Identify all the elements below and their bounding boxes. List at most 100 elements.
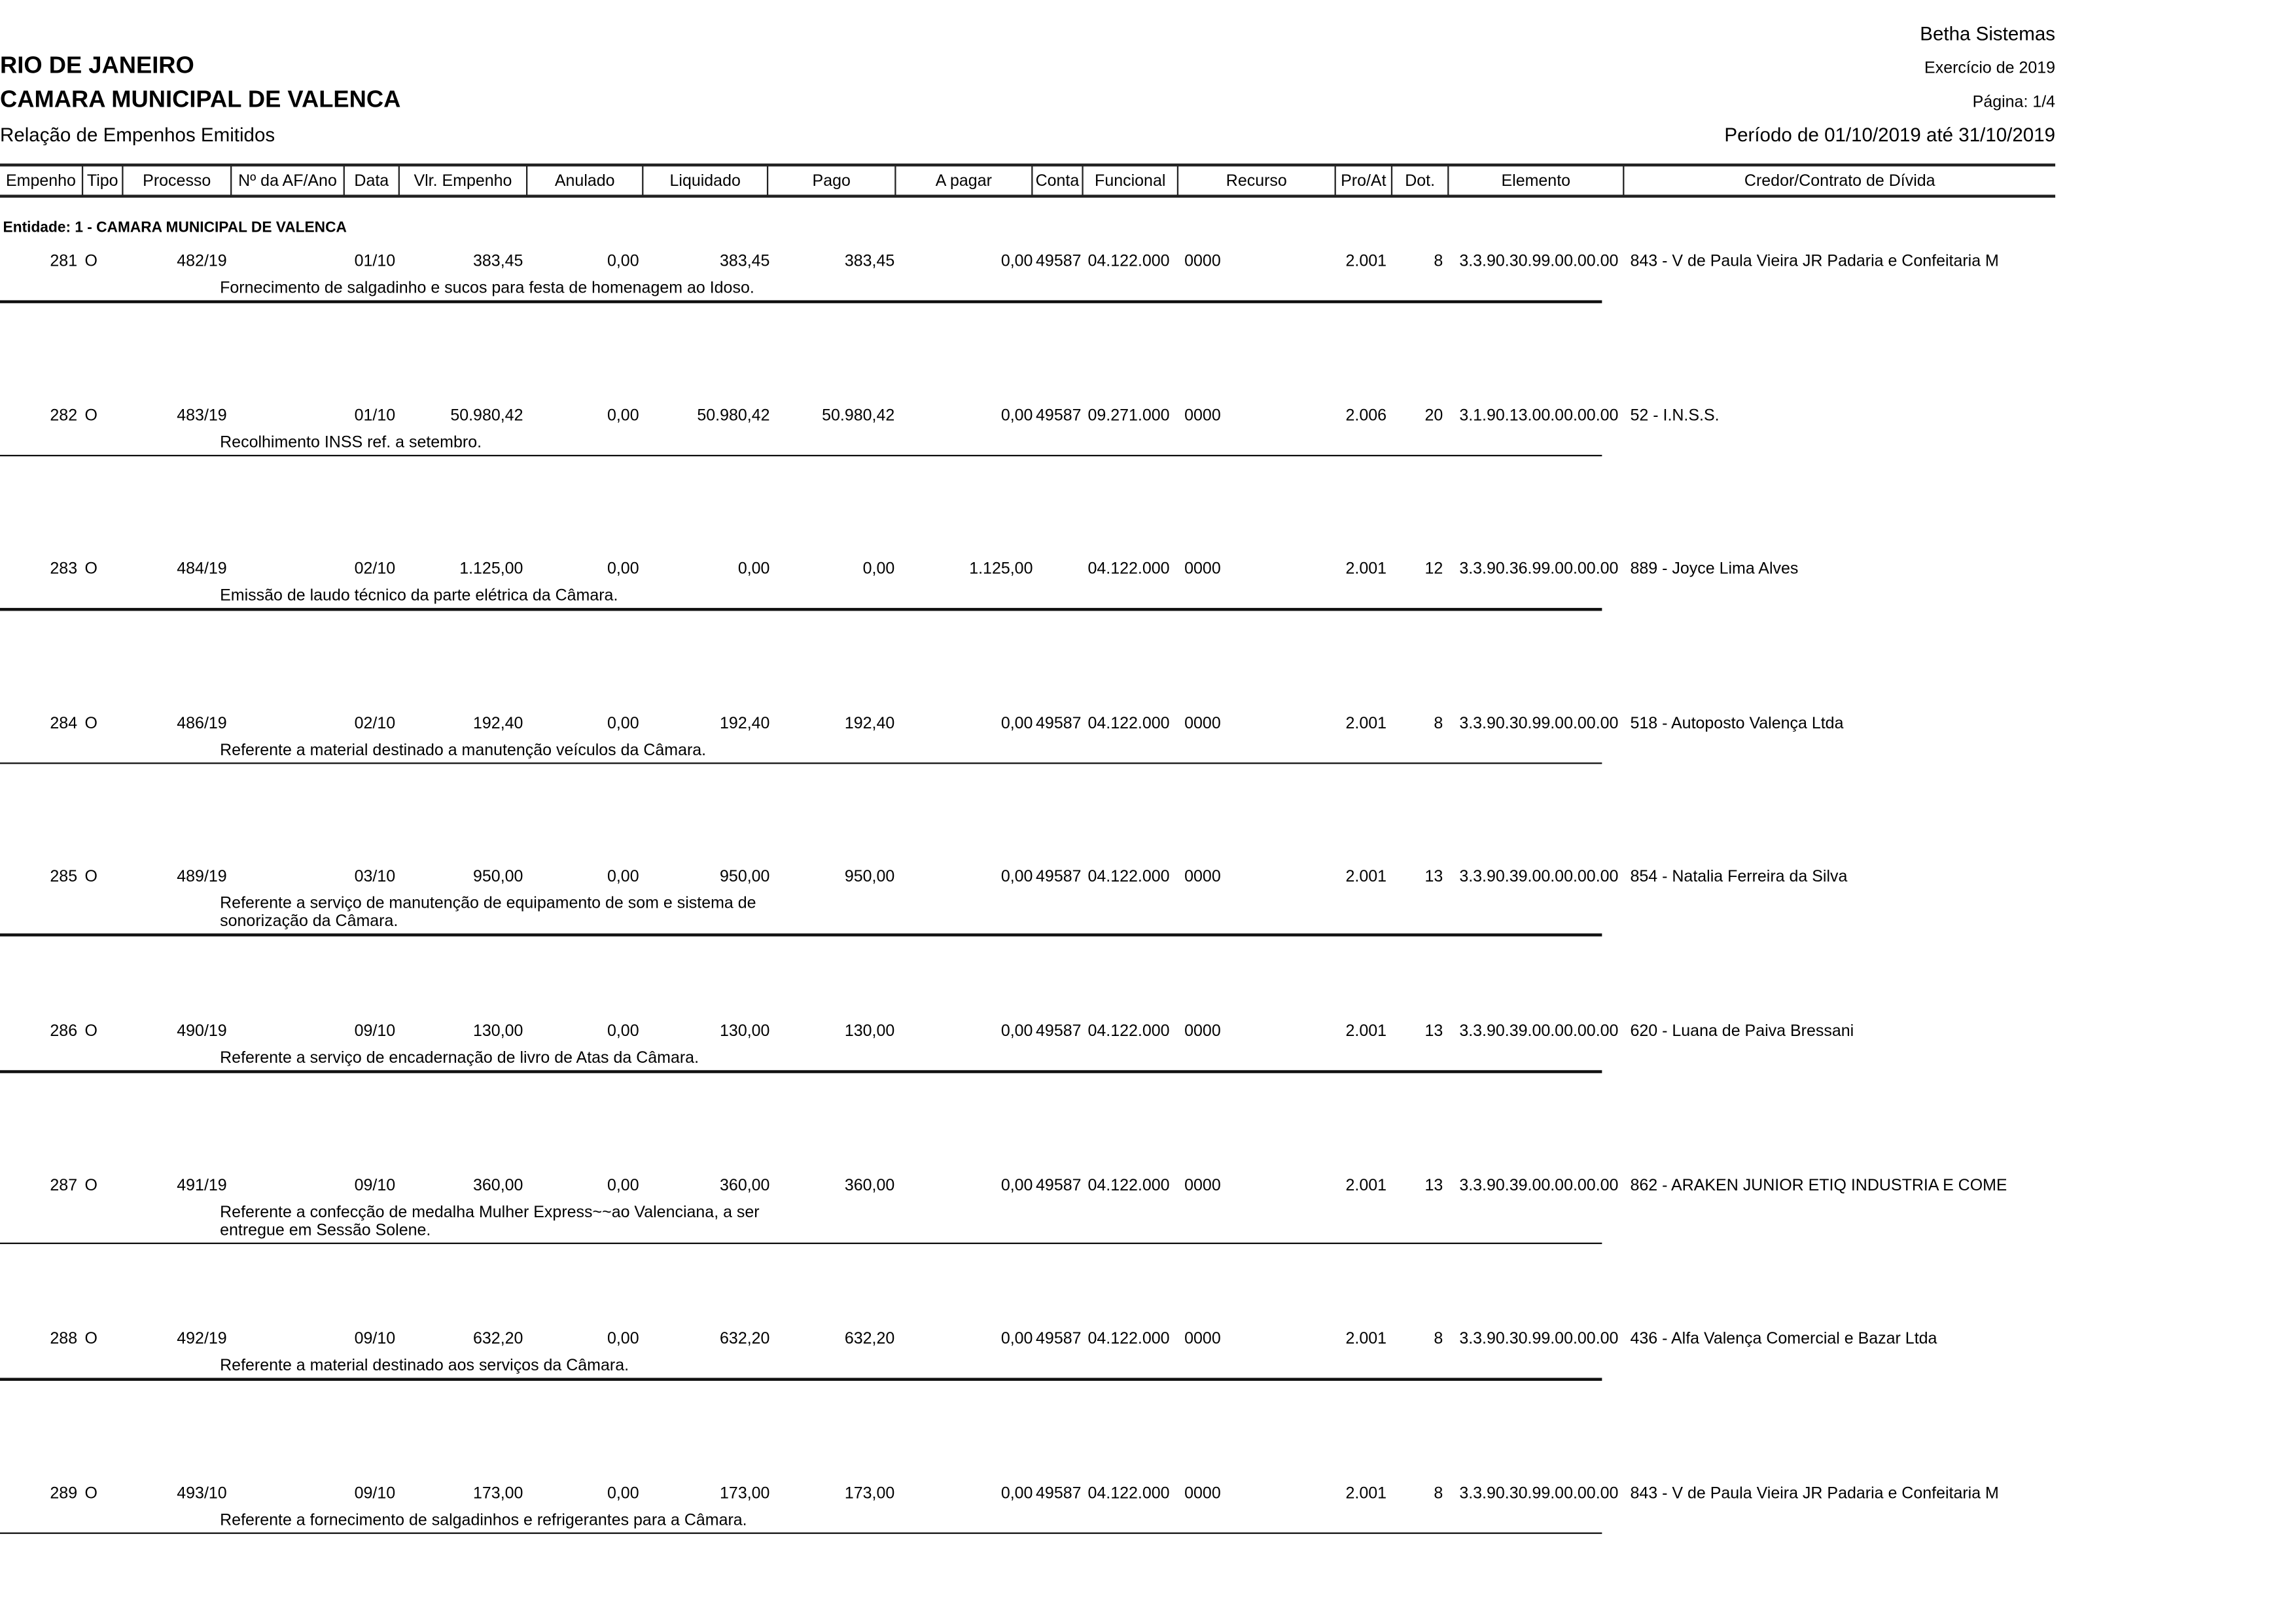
cell-conta: 49587 xyxy=(1036,1484,1082,1503)
cell-recurso: 0000 xyxy=(1184,868,1221,887)
row-separator xyxy=(0,1070,1602,1073)
cell-tipo: O xyxy=(84,560,97,579)
column-header: Pro/At xyxy=(1334,165,1391,196)
row-separator xyxy=(0,934,1602,936)
cell-proat: 2.001 xyxy=(1345,714,1387,733)
cell-credor: 843 - V de Paula Vieira JR Padaria e Con… xyxy=(1630,1484,1999,1503)
period-label: Período de 01/10/2019 até 31/10/2019 xyxy=(1724,123,2056,146)
row-separator xyxy=(0,608,1602,611)
cell-anulado: 0,00 xyxy=(607,1484,639,1503)
cell-apagar: 0,00 xyxy=(1000,1176,1033,1195)
column-header: Nº da AF/Ano xyxy=(230,165,344,196)
cell-conta: 49587 xyxy=(1036,1330,1082,1349)
cell-dot: 8 xyxy=(1434,714,1443,733)
cell-apagar: 0,00 xyxy=(1000,1330,1033,1349)
cell-credor: 436 - Alfa Valença Comercial e Bazar Ltd… xyxy=(1630,1330,1937,1349)
cell-vlr: 192,40 xyxy=(473,714,523,733)
cell-pago: 50.980,42 xyxy=(822,406,895,425)
cell-empenho: 289 xyxy=(50,1484,78,1503)
cell-recurso: 0000 xyxy=(1184,1484,1221,1503)
cell-apagar: 0,00 xyxy=(1000,868,1033,887)
cell-proat: 2.001 xyxy=(1345,1022,1387,1041)
cell-elemento: 3.3.90.30.99.00.00.00 xyxy=(1459,253,1619,271)
cell-credor: 889 - Joyce Lima Alves xyxy=(1630,560,1799,579)
cell-conta: 49587 xyxy=(1036,1022,1082,1041)
cell-credor: 620 - Luana de Paiva Bressani xyxy=(1630,1022,1854,1041)
cell-elemento: 3.1.90.13.00.00.00.00 xyxy=(1459,406,1619,425)
cell-anulado: 0,00 xyxy=(607,1022,639,1041)
cell-liquidado: 192,40 xyxy=(720,714,770,733)
row-separator xyxy=(0,1241,1602,1245)
cell-elemento: 3.3.90.30.99.00.00.00 xyxy=(1459,1330,1619,1349)
cell-liquidado: 950,00 xyxy=(720,868,770,887)
cell-anulado: 0,00 xyxy=(607,714,639,733)
column-header: Credor/Contrato de Dívida xyxy=(1623,165,2055,196)
cell-empenho: 282 xyxy=(50,406,78,425)
row-description: Referente a material destinado a manuten… xyxy=(220,741,707,760)
cell-dot: 12 xyxy=(1424,560,1443,579)
cell-pago: 130,00 xyxy=(844,1022,895,1041)
row-separator xyxy=(0,1378,1602,1381)
cell-processo: 483/19 xyxy=(177,406,227,425)
cell-empenho: 284 xyxy=(50,714,78,733)
cell-pago: 632,20 xyxy=(844,1330,895,1349)
cell-data: 02/10 xyxy=(354,714,396,733)
cell-data: 03/10 xyxy=(354,868,396,887)
row-description: Referente a serviço de manutenção de equ… xyxy=(220,895,756,914)
row-separator xyxy=(0,762,1602,765)
cell-proat: 2.001 xyxy=(1345,1330,1387,1349)
cell-empenho: 281 xyxy=(50,253,78,271)
cell-elemento: 3.3.90.36.99.00.00.00 xyxy=(1459,560,1619,579)
cell-anulado: 0,00 xyxy=(607,868,639,887)
cell-elemento: 3.3.90.30.99.00.00.00 xyxy=(1459,1484,1619,1503)
cell-recurso: 0000 xyxy=(1184,560,1221,579)
cell-dot: 8 xyxy=(1434,1330,1443,1349)
cell-conta: 49587 xyxy=(1036,406,1082,425)
cell-proat: 2.001 xyxy=(1345,1484,1387,1503)
cell-credor: 843 - V de Paula Vieira JR Padaria e Con… xyxy=(1630,253,1999,271)
cell-funcional: 04.122.000 xyxy=(1087,714,1170,733)
cell-data: 09/10 xyxy=(354,1484,396,1503)
cell-proat: 2.001 xyxy=(1345,253,1387,271)
cell-funcional: 04.122.000 xyxy=(1087,253,1170,271)
entity-title: CAMARA MUNICIPAL DE VALENCA xyxy=(0,88,401,113)
cell-liquidado: 383,45 xyxy=(720,253,770,271)
cell-vlr: 130,00 xyxy=(473,1022,523,1041)
cell-elemento: 3.3.90.39.00.00.00.00 xyxy=(1459,1176,1619,1195)
cell-funcional: 09.271.000 xyxy=(1087,406,1170,425)
cell-anulado: 0,00 xyxy=(607,1330,639,1349)
column-header: Tipo xyxy=(81,165,122,196)
cell-funcional: 04.122.000 xyxy=(1087,1484,1170,1503)
cell-data: 09/10 xyxy=(354,1176,396,1195)
cell-apagar: 0,00 xyxy=(1000,714,1033,733)
cell-recurso: 0000 xyxy=(1184,1330,1221,1349)
cell-credor: 862 - ARAKEN JUNIOR ETIQ INDUSTRIA E COM… xyxy=(1630,1176,2007,1195)
cell-tipo: O xyxy=(84,406,97,425)
cell-vlr: 173,00 xyxy=(473,1484,523,1503)
cell-conta: 49587 xyxy=(1036,253,1082,271)
page-number: Página: 1/4 xyxy=(1972,94,2056,112)
cell-anulado: 0,00 xyxy=(607,1176,639,1195)
column-header: Liquidado xyxy=(642,165,767,196)
cell-funcional: 04.122.000 xyxy=(1087,1330,1170,1349)
cell-empenho: 285 xyxy=(50,868,78,887)
column-header: Vlr. Empenho xyxy=(398,165,526,196)
cell-recurso: 0000 xyxy=(1184,253,1221,271)
cell-elemento: 3.3.90.39.00.00.00.00 xyxy=(1459,868,1619,887)
row-description: Fornecimento de salgadinho e sucos para … xyxy=(220,279,754,298)
report-title: Relação de Empenhos Emitidos xyxy=(0,123,275,146)
cell-proat: 2.001 xyxy=(1345,1176,1387,1195)
cell-apagar: 0,00 xyxy=(1000,1022,1033,1041)
vendor-name: Betha Sistemas xyxy=(1920,22,2056,45)
cell-liquidado: 360,00 xyxy=(720,1176,770,1195)
cell-empenho: 288 xyxy=(50,1330,78,1349)
row-description: Emissão de laudo técnico da parte elétri… xyxy=(220,587,618,605)
cell-anulado: 0,00 xyxy=(607,406,639,425)
cell-liquidado: 50.980,42 xyxy=(697,406,770,425)
cell-recurso: 0000 xyxy=(1184,406,1221,425)
state-title: RIO DE JANEIRO xyxy=(0,53,194,79)
cell-apagar: 1.125,00 xyxy=(969,560,1033,579)
cell-processo: 493/10 xyxy=(177,1484,227,1503)
cell-pago: 0,00 xyxy=(862,560,895,579)
